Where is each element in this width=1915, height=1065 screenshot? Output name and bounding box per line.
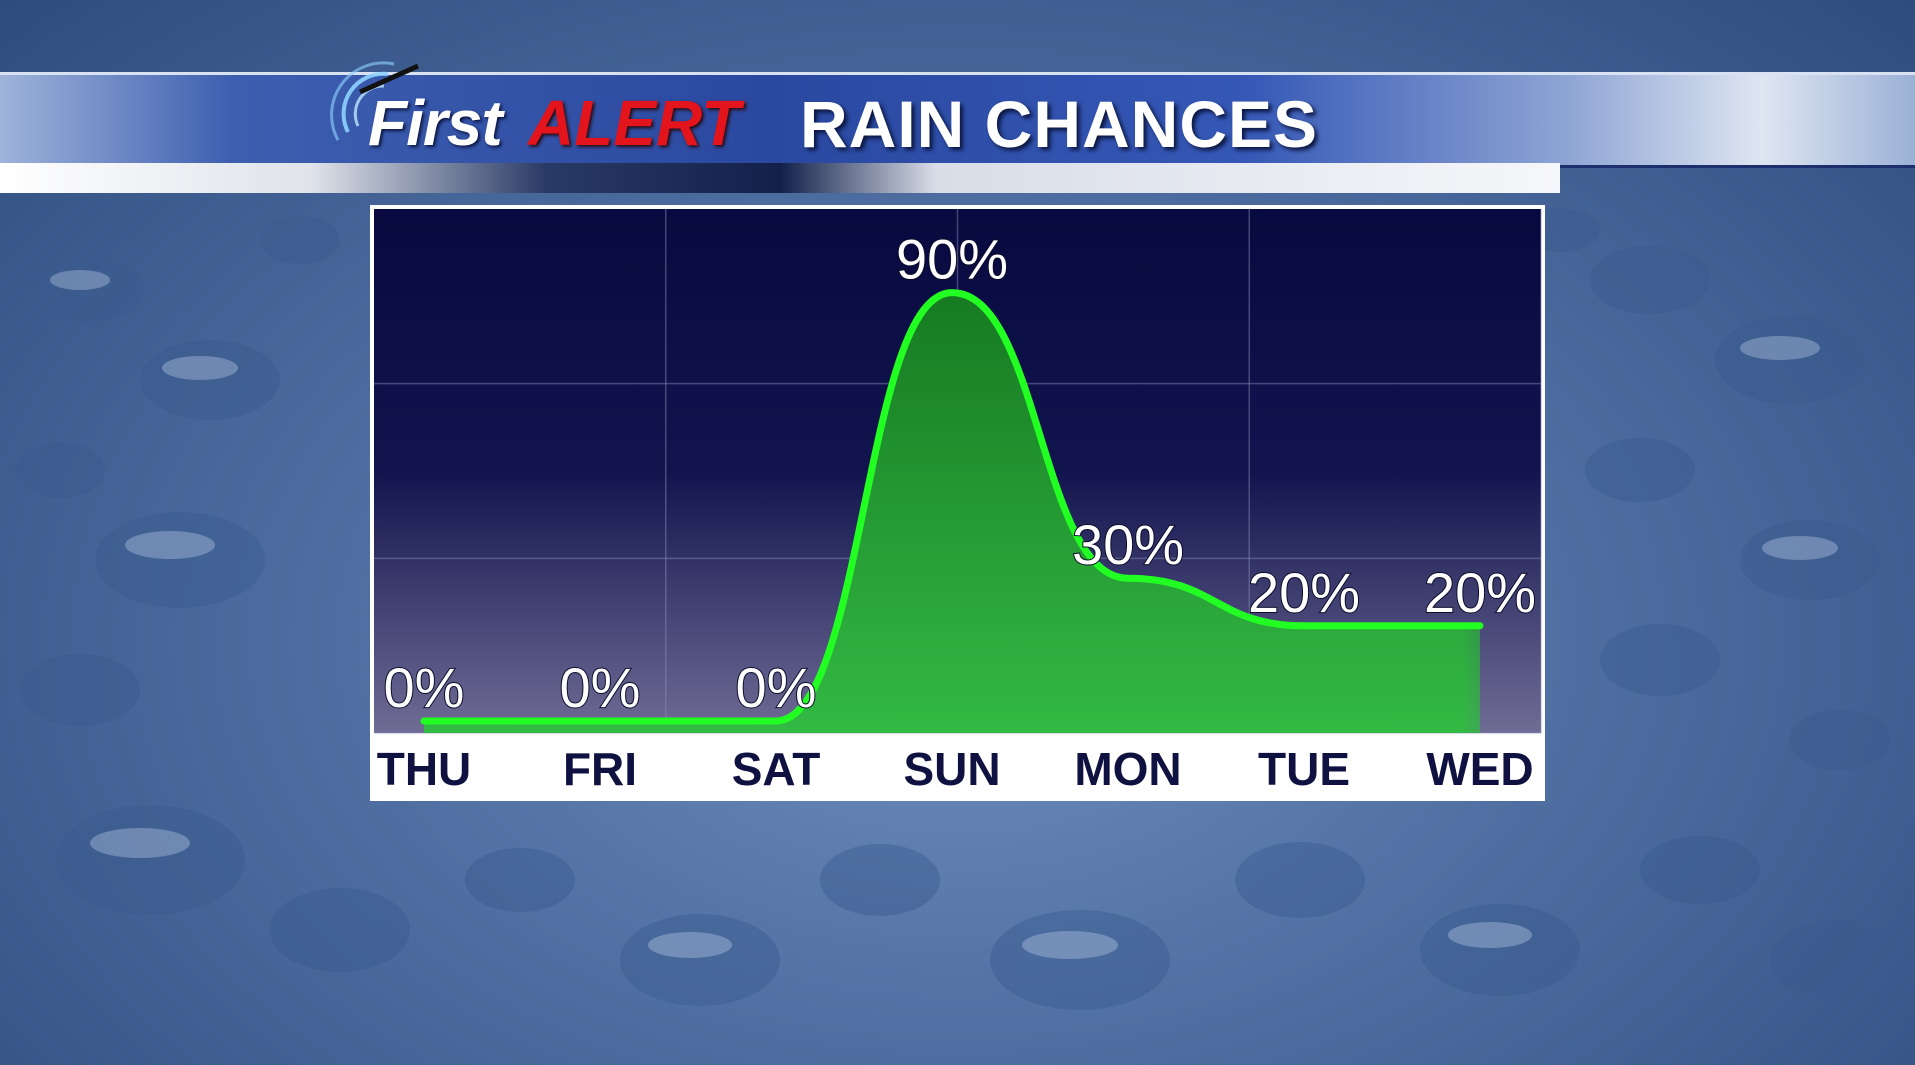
value-label: 90% [896,228,1008,291]
value-label: 20% [1248,561,1360,624]
radar-icon [330,61,420,141]
category-label: SAT [732,743,821,795]
logo-first-text: First [368,87,503,159]
value-label: 30% [1072,513,1184,576]
value-label: 20% [1424,561,1536,624]
value-label: 0% [384,656,465,719]
category-label: WED [1426,743,1533,795]
logo-alert-text: ALERT [528,87,741,159]
category-label: THU [377,743,472,795]
first-alert-logo: First ALERT [318,52,758,162]
category-label: TUE [1258,743,1350,795]
category-labels: THU FRI SAT SUN MON TUE WED [377,743,1534,795]
rain-chance-chart: 0% 0% 0% 90% 30% 20% 20% THU FRI SAT SUN MON TUE WED [374,209,1542,795]
page-title: RAIN CHANCES [800,87,1319,161]
header-strip [0,163,1560,193]
value-label: 0% [736,656,817,719]
value-label: 0% [560,656,641,719]
category-label: FRI [563,743,637,795]
category-label: SUN [903,743,1000,795]
value-labels: 0% 0% 0% 90% 30% 20% 20% [383,227,1538,720]
rain-chance-line [420,289,1484,725]
category-label: MON [1074,743,1181,795]
rain-area-fill [424,292,1480,733]
chart-panel: 0% 0% 0% 90% 30% 20% 20% THU FRI SAT SUN MON TUE WED [370,205,1545,801]
